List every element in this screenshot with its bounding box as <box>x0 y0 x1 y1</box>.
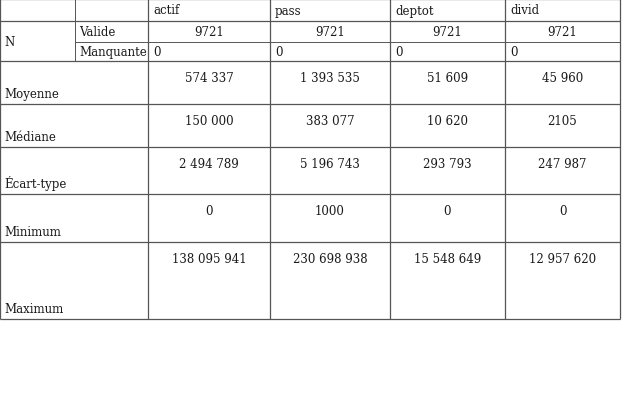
Text: deptot: deptot <box>395 4 434 18</box>
Text: Minimum: Minimum <box>4 225 61 238</box>
Text: Médiane: Médiane <box>4 131 56 144</box>
Text: 574 337: 574 337 <box>185 72 233 85</box>
Text: 51 609: 51 609 <box>427 72 468 85</box>
Text: 138 095 941: 138 095 941 <box>172 252 247 265</box>
Text: 9721: 9721 <box>194 26 224 39</box>
Text: 1 393 535: 1 393 535 <box>300 72 360 85</box>
Text: 9721: 9721 <box>315 26 345 39</box>
Text: Moyenne: Moyenne <box>4 88 59 101</box>
Text: Maximum: Maximum <box>4 302 63 315</box>
Text: pass: pass <box>275 4 302 18</box>
Text: 9721: 9721 <box>548 26 577 39</box>
Text: 293 793: 293 793 <box>423 157 472 171</box>
Text: 247 987: 247 987 <box>538 157 587 171</box>
Text: 1000: 1000 <box>315 204 345 218</box>
Text: 230 698 938: 230 698 938 <box>292 252 368 265</box>
Text: 9721: 9721 <box>433 26 462 39</box>
Text: Manquante: Manquante <box>79 46 147 59</box>
Text: 0: 0 <box>205 204 213 218</box>
Text: divid: divid <box>510 4 539 18</box>
Text: Valide: Valide <box>79 26 115 39</box>
Text: Écart-type: Écart-type <box>4 175 66 191</box>
Text: 0: 0 <box>153 46 161 59</box>
Text: 45 960: 45 960 <box>542 72 583 85</box>
Text: 0: 0 <box>510 46 517 59</box>
Text: 15 548 649: 15 548 649 <box>414 252 481 265</box>
Text: 0: 0 <box>444 204 451 218</box>
Text: 383 077: 383 077 <box>306 115 354 128</box>
Text: 5 196 743: 5 196 743 <box>300 157 360 171</box>
Text: 0: 0 <box>395 46 403 59</box>
Text: 12 957 620: 12 957 620 <box>529 252 596 265</box>
Text: 2105: 2105 <box>548 115 577 128</box>
Text: 10 620: 10 620 <box>427 115 468 128</box>
Text: actif: actif <box>153 4 179 18</box>
Text: 0: 0 <box>275 46 282 59</box>
Text: N: N <box>4 36 14 48</box>
Text: 0: 0 <box>559 204 566 218</box>
Text: 2 494 789: 2 494 789 <box>179 157 239 171</box>
Text: 150 000: 150 000 <box>185 115 233 128</box>
